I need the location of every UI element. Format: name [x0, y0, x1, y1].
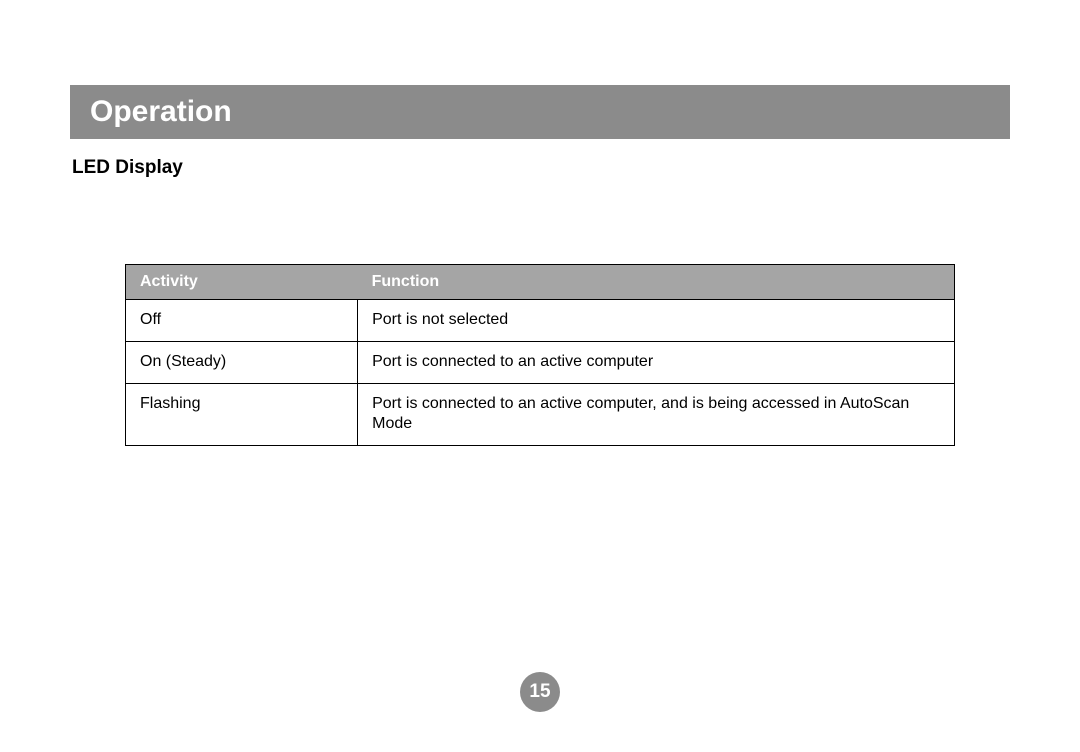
header-title: Operation [90, 95, 990, 129]
table-row: On (Steady) Port is connected to an acti… [126, 341, 955, 383]
table-header-activity: Activity [126, 265, 358, 300]
page-container: Operation LED Display Activity Function … [0, 0, 1080, 446]
table-cell-function: Port is not selected [358, 300, 955, 342]
table-cell-activity: Flashing [126, 383, 358, 446]
table-header-row: Activity Function [126, 265, 955, 300]
table-row: Flashing Port is connected to an active … [126, 383, 955, 446]
table-header-function: Function [358, 265, 955, 300]
page-number-badge: 15 [520, 672, 560, 712]
table-cell-function: Port is connected to an active computer [358, 341, 955, 383]
table-wrapper: Activity Function Off Port is not select… [70, 264, 1010, 446]
table-cell-function: Port is connected to an active computer,… [358, 383, 955, 446]
header-bar: Operation [70, 85, 1010, 139]
table-cell-activity: On (Steady) [126, 341, 358, 383]
table-row: Off Port is not selected [126, 300, 955, 342]
section-title: LED Display [70, 157, 1010, 179]
led-display-table: Activity Function Off Port is not select… [125, 264, 955, 446]
table-cell-activity: Off [126, 300, 358, 342]
page-number: 15 [529, 681, 550, 703]
